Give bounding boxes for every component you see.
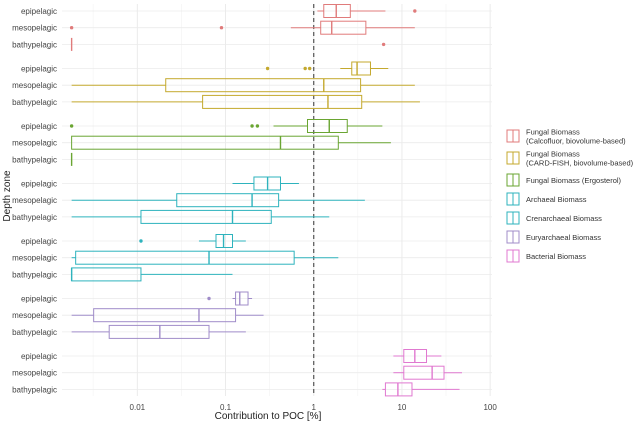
legend-item: Bacterial Biomass xyxy=(506,249,586,263)
outlier-point xyxy=(69,124,74,128)
legend-item: Crenarchaeal Biomass xyxy=(506,211,602,225)
legend-label: (Calcofluor, biovolume-based) xyxy=(526,137,626,146)
y-tick-label-epipelagic: epipelagic xyxy=(21,7,57,16)
box-iqr xyxy=(75,250,295,265)
y-tick-label-mesopelagic: mesopelagic xyxy=(12,254,57,263)
boxes-layer xyxy=(69,4,463,397)
y-tick-label-mesopelagic: mesopelagic xyxy=(12,81,57,90)
y-tick-label-mesopelagic: mesopelagic xyxy=(12,311,57,320)
y-tick-label-mesopelagic: mesopelagic xyxy=(12,196,57,205)
x-tick-label: 1 xyxy=(311,403,316,412)
legend-item: Fungal Biomass(CARD-FISH, biovolume-base… xyxy=(506,150,634,168)
legend-label: Archaeal Biomass xyxy=(526,195,587,204)
y-tick-label-bathypelagic: bathypelagic xyxy=(12,328,57,337)
grid-layer xyxy=(62,4,492,396)
box-fungal-biomass-ergosterol--epipelagic xyxy=(69,119,383,133)
box-iqr xyxy=(176,193,280,208)
x-axis-title: Contribution to POC [%] xyxy=(215,411,322,422)
legend-label: Euryarchaeal Biomass xyxy=(526,233,601,242)
y-tick-label-mesopelagic: mesopelagic xyxy=(12,139,57,148)
y-tick-label-mesopelagic: mesopelagic xyxy=(12,369,57,378)
box-iqr xyxy=(71,135,339,150)
y-tick-label-epipelagic: epipelagic xyxy=(21,295,57,304)
box-iqr xyxy=(235,291,249,306)
box-crenarchaeal-biomass-bathypelagic xyxy=(70,267,233,282)
legend-item: Euryarchaeal Biomass xyxy=(506,230,601,244)
box-iqr xyxy=(403,365,445,380)
box-iqr xyxy=(306,119,348,133)
box-bacterial-biomass-mesopelagic xyxy=(393,365,463,380)
box-iqr xyxy=(351,61,371,76)
outlier-point xyxy=(413,9,417,13)
legend-item: Archaeal Biomass xyxy=(506,192,587,206)
y-tick-label-bathypelagic: bathypelagic xyxy=(12,98,57,107)
legend-label: Fungal Biomass xyxy=(526,128,580,137)
legend: Fungal Biomass(Calcofluor, biovolume-bas… xyxy=(506,128,634,263)
y-tick-label-bathypelagic: bathypelagic xyxy=(12,155,57,164)
outlier-point xyxy=(265,66,270,71)
box-bacterial-biomass-epipelagic xyxy=(393,349,442,363)
legend-label: Bacterial Biomass xyxy=(526,252,586,261)
x-tick-label: 0.1 xyxy=(220,403,232,412)
box-euryarchaeal-biomass-bathypelagic xyxy=(71,324,246,339)
box-fungal-biomass-epipelagic xyxy=(317,4,417,18)
box-fungal-biomass-bathypelagic xyxy=(70,37,386,51)
box-iqr xyxy=(93,308,237,323)
box-fungal-biomass-mesopelagic xyxy=(71,78,415,93)
legend-label: Crenarchaeal Biomass xyxy=(526,214,602,223)
outlier-point xyxy=(219,26,224,30)
y-tick-label-bathypelagic: bathypelagic xyxy=(12,270,57,279)
box-iqr xyxy=(108,324,210,339)
y-tick-label-bathypelagic: bathypelagic xyxy=(12,40,57,49)
y-tick-label-epipelagic: epipelagic xyxy=(21,352,57,361)
box-iqr xyxy=(165,78,362,93)
outlier-point xyxy=(381,42,386,47)
y-axis-title: Depth zone xyxy=(2,170,13,222)
box-fungal-biomass-ergosterol--mesopelagic xyxy=(71,135,391,150)
box-fungal-biomass-bathypelagic xyxy=(71,94,420,109)
outlier-point xyxy=(207,296,211,301)
outlier-point xyxy=(255,124,260,128)
y-tick-label-epipelagic: epipelagic xyxy=(21,122,57,131)
outlier-point xyxy=(139,239,143,243)
x-tick-label: 100 xyxy=(483,403,497,412)
outlier-point xyxy=(303,66,307,71)
box-iqr xyxy=(202,94,363,109)
y-tick-label-bathypelagic: bathypelagic xyxy=(12,385,57,394)
box-archaeal-biomass-mesopelagic xyxy=(71,193,365,208)
x-tick-label: 0.01 xyxy=(130,403,146,412)
box-fungal-biomass-epipelagic xyxy=(265,61,389,76)
box-crenarchaeal-biomass-epipelagic xyxy=(139,234,246,248)
legend-label: Fungal Biomass xyxy=(526,150,580,159)
box-euryarchaeal-biomass-mesopelagic xyxy=(71,308,264,323)
x-tick-label: 10 xyxy=(397,403,406,412)
y-tick-label-epipelagic: epipelagic xyxy=(21,237,57,246)
box-bacterial-biomass-bathypelagic xyxy=(382,382,460,397)
box-iqr xyxy=(323,4,351,18)
box-euryarchaeal-biomass-epipelagic xyxy=(207,291,253,306)
y-tick-label-epipelagic: epipelagic xyxy=(21,65,57,74)
outlier-point xyxy=(307,66,312,71)
y-tick-label-epipelagic: epipelagic xyxy=(21,180,57,189)
x-tick-labels: 0.01 0.1 1 10 100 xyxy=(130,403,498,412)
box-archaeal-biomass-epipelagic xyxy=(232,176,299,191)
box-fungal-biomass-mesopelagic xyxy=(69,20,415,35)
box-iqr xyxy=(320,20,367,35)
legend-item: Fungal Biomass(Calcofluor, biovolume-bas… xyxy=(506,128,626,146)
y-tick-labels: epipelagic mesopelagic bathypelagic epipela… xyxy=(12,7,57,394)
box-archaeal-biomass-bathypelagic xyxy=(71,209,330,224)
legend-label: Fungal Biomass (Ergosterol) xyxy=(526,176,622,185)
outlier-point xyxy=(250,124,254,128)
y-tick-label-mesopelagic: mesopelagic xyxy=(12,24,57,33)
box-crenarchaeal-biomass-mesopelagic xyxy=(71,250,339,265)
legend-item: Fungal Biomass (Ergosterol) xyxy=(506,173,622,187)
box-iqr xyxy=(140,209,272,224)
outlier-point xyxy=(69,26,74,30)
box-iqr xyxy=(384,382,413,397)
y-tick-label-bathypelagic: bathypelagic xyxy=(12,213,57,222)
legend-label: (CARD-FISH, biovolume-based) xyxy=(526,159,634,168)
